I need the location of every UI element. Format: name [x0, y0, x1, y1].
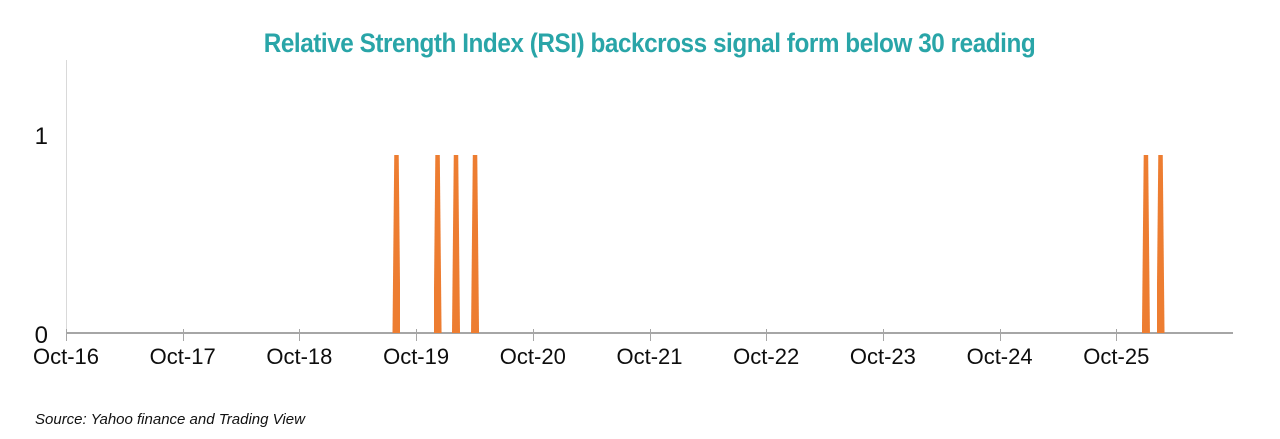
chart-title: Relative Strength Index (RSI) backcross …	[263, 28, 1036, 58]
x-axis-tick-label: Oct-22	[733, 344, 800, 369]
signal-bar	[1156, 155, 1165, 333]
x-axis-tick-label: Oct-20	[499, 344, 566, 369]
plot-area	[66, 60, 1233, 333]
x-axis-tick-label: Oct-18	[266, 344, 333, 369]
x-axis-tick-label: Oct-24	[966, 344, 1033, 369]
signal-bar	[1141, 155, 1150, 333]
x-axis-tick-label: Oct-25	[1083, 344, 1150, 369]
y-axis-line	[66, 60, 67, 333]
y-axis-tick-label-1: 1	[34, 123, 48, 150]
y-axis-tick-label-0: 0	[34, 322, 48, 349]
signal-bar	[433, 155, 442, 333]
x-axis-tick-label: Oct-19	[383, 344, 450, 369]
source-note: Source: Yahoo finance and Trading View	[35, 411, 305, 428]
signal-bar	[452, 155, 460, 333]
x-axis-tick-label: Oct-23	[849, 344, 916, 369]
signal-bar	[471, 155, 480, 333]
x-axis-tick-label: Oct-21	[616, 344, 683, 369]
signal-bar	[392, 155, 401, 333]
x-axis-tick-label: Oct-17	[149, 344, 216, 369]
